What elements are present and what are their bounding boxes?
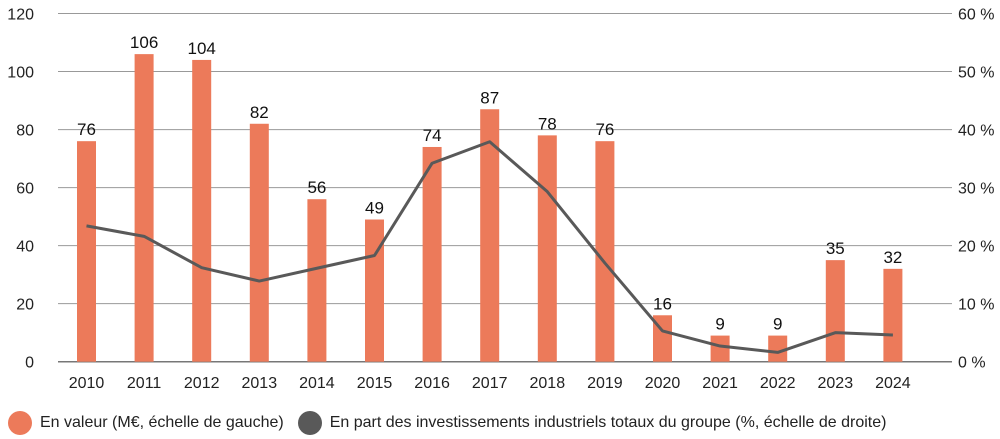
right-tick-label: 0 % xyxy=(958,355,986,372)
legend-item-bars: En valeur (M€, échelle de gauche) xyxy=(8,411,284,435)
x-tick-label: 2020 xyxy=(645,375,681,392)
legend-label-line: En part des investissements industriels … xyxy=(329,414,887,431)
bar-value-label: 74 xyxy=(423,126,442,145)
bar-value-label: 49 xyxy=(365,199,384,218)
bar xyxy=(422,146,442,362)
left-tick-label: 0 xyxy=(25,355,34,372)
bar xyxy=(825,260,845,362)
right-tick-label: 50 % xyxy=(958,65,994,82)
bar xyxy=(480,109,500,362)
legend-swatch-line xyxy=(297,411,322,435)
bar-value-label: 104 xyxy=(188,39,216,58)
bar xyxy=(537,135,557,362)
bar-value-label: 87 xyxy=(480,88,499,107)
bar-value-label: 82 xyxy=(250,103,269,122)
left-tick-label: 60 xyxy=(16,181,34,198)
x-tick-label: 2024 xyxy=(875,375,911,392)
bar-value-label: 32 xyxy=(883,248,902,267)
left-tick-label: 80 xyxy=(16,123,34,140)
x-tick-label: 2023 xyxy=(818,375,854,392)
left-tick-label: 120 xyxy=(7,7,34,24)
x-tick-label: 2010 xyxy=(69,375,105,392)
x-tick-label: 2014 xyxy=(299,375,335,392)
bar-value-label: 16 xyxy=(653,294,672,313)
right-tick-label: 20 % xyxy=(958,239,994,256)
bar-value-label: 35 xyxy=(826,239,845,258)
legend-swatch-bars xyxy=(8,411,32,435)
bar-value-label: 9 xyxy=(715,315,724,334)
bar xyxy=(134,54,154,362)
right-tick-label: 30 % xyxy=(958,181,994,198)
bar xyxy=(883,268,903,362)
bar xyxy=(595,141,615,362)
bar xyxy=(192,59,212,362)
bar xyxy=(710,335,730,362)
x-tick-label: 2016 xyxy=(414,375,450,392)
left-tick-label: 40 xyxy=(16,239,34,256)
bar-value-label: 106 xyxy=(130,33,158,52)
x-tick-label: 2021 xyxy=(702,375,738,392)
x-tick-label: 2019 xyxy=(587,375,623,392)
x-tick-label: 2013 xyxy=(242,375,278,392)
bar-value-label: 9 xyxy=(773,315,782,334)
x-tick-label: 2012 xyxy=(184,375,220,392)
left-tick-label: 100 xyxy=(7,65,34,82)
left-tick-label: 20 xyxy=(16,297,34,314)
bar xyxy=(365,219,384,362)
bar-value-label: 76 xyxy=(595,120,614,139)
right-tick-label: 40 % xyxy=(958,123,994,140)
legend-item-line: En part des investissements industriels … xyxy=(297,411,887,435)
bar xyxy=(307,199,327,362)
legend-label-bars: En valeur (M€, échelle de gauche) xyxy=(40,414,284,431)
legend: En valeur (M€, échelle de gauche) En par… xyxy=(8,411,900,435)
x-tick-label: 2022 xyxy=(760,375,796,392)
bar-value-label: 76 xyxy=(77,120,96,139)
right-tick-label: 60 % xyxy=(958,7,994,24)
x-tick-label: 2011 xyxy=(127,375,162,392)
x-tick-label: 2017 xyxy=(472,375,508,392)
bar xyxy=(249,123,269,362)
x-tick-label: 2015 xyxy=(357,375,393,392)
bar xyxy=(768,335,788,362)
right-tick-label: 10 % xyxy=(958,297,994,314)
x-tick-label: 2018 xyxy=(530,375,566,392)
bar-value-label: 56 xyxy=(307,178,326,197)
bar xyxy=(77,141,96,362)
bar-value-label: 78 xyxy=(538,114,557,133)
